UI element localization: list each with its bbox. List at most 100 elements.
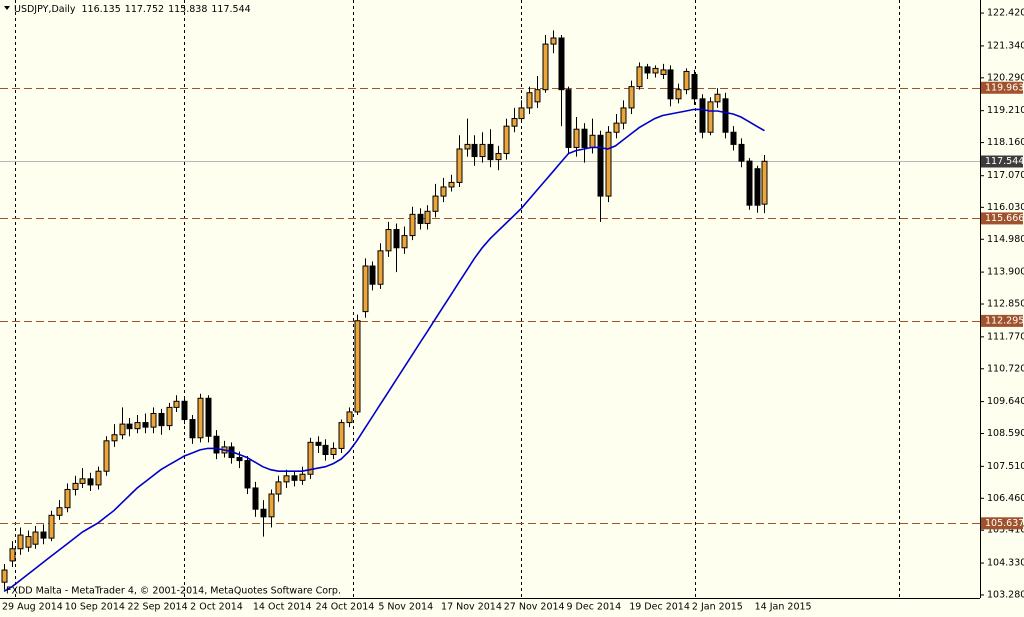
x-tick-label: 27 Nov 2014 [504, 602, 565, 613]
y-tick-label: 108.590 [987, 428, 1024, 439]
y-tick-label: 107.510 [987, 461, 1024, 472]
candle-body [362, 265, 369, 313]
candle-body [197, 397, 204, 439]
current-price-box [981, 155, 1023, 168]
candle-body [424, 210, 431, 224]
candle-body [9, 548, 16, 562]
moving-average [3, 108, 765, 592]
x-tick-label: 2 Jan 2015 [692, 602, 743, 613]
x-tick-label: 10 Sep 2014 [65, 602, 125, 613]
candle-body [417, 213, 424, 224]
candle-body [746, 160, 753, 206]
candle-body [40, 531, 47, 539]
level-label-box [981, 212, 1023, 225]
level-label-box [981, 517, 1023, 530]
candle-body [495, 153, 502, 161]
menu-icon[interactable] [4, 6, 10, 10]
y-tick-label: 103.280 [987, 589, 1024, 600]
candle-body [730, 131, 737, 145]
candle-body [166, 406, 173, 427]
candle-body [1, 569, 8, 583]
open-value: 116.135 [81, 4, 120, 15]
candle-body [213, 435, 220, 454]
candle-body [142, 422, 149, 428]
candle-body [636, 66, 643, 88]
candle-body [738, 143, 745, 162]
candle-body [252, 487, 259, 510]
y-tick-label: 117.070 [987, 170, 1024, 181]
candle-body [605, 131, 612, 197]
x-tick-label: 14 Oct 2014 [253, 602, 312, 613]
candle-body [244, 460, 251, 489]
low-value: 115.838 [168, 4, 207, 15]
candle-body [322, 444, 329, 456]
candle-body [354, 320, 361, 413]
candle-body [268, 493, 275, 518]
candle-body [511, 118, 518, 127]
candle-body [103, 440, 110, 472]
high-value: 117.752 [125, 4, 164, 15]
candle-body [72, 482, 79, 490]
y-tick-label: 121.340 [987, 40, 1024, 51]
candle-body [542, 43, 549, 91]
candle-body [440, 186, 447, 197]
candle-body [119, 423, 126, 436]
level-label: 119.963 [985, 82, 1024, 93]
candle-body [236, 457, 243, 462]
candle-body [581, 128, 588, 148]
candle-body [518, 107, 525, 120]
candle-body [393, 229, 400, 249]
candle-body [291, 475, 298, 481]
candle-body [683, 70, 690, 91]
level-label-box [981, 81, 1023, 94]
candle-body [644, 66, 651, 74]
candle-body [534, 89, 541, 103]
candle-body [660, 69, 667, 75]
candle-body [620, 107, 627, 124]
candle-body [346, 411, 353, 424]
candle-body [699, 98, 706, 133]
candle-body [573, 128, 580, 148]
candle-body [503, 125, 510, 155]
candle-body [173, 400, 180, 408]
x-tick-label: 24 Oct 2014 [316, 602, 375, 613]
candle-body [754, 168, 761, 206]
candle-body [448, 181, 455, 188]
candle-body [189, 419, 196, 439]
chart-header: USDJPY,Daily 116.135 117.752 115.838 117.544 [14, 4, 251, 15]
y-tick-label: 105.410 [987, 525, 1024, 536]
candle-body [48, 514, 55, 539]
candle-body [675, 89, 682, 100]
y-tick-label: 109.640 [987, 396, 1024, 407]
candle-body [56, 507, 63, 516]
x-tick-label: 5 Nov 2014 [378, 602, 433, 613]
candle-body [471, 143, 478, 158]
level-label: 105.637 [985, 518, 1024, 529]
candle-body [25, 536, 32, 548]
y-tick-label: 112.850 [987, 299, 1024, 310]
y-tick-label: 111.770 [987, 331, 1024, 342]
period-separators [15, 0, 900, 598]
candle-body [487, 143, 494, 161]
candle-body [707, 101, 714, 133]
level-label: 115.666 [985, 213, 1024, 224]
x-tick-label: 2 Oct 2014 [190, 602, 243, 613]
y-tick-label: 118.160 [987, 137, 1024, 148]
x-tick-label: 9 Dec 2014 [566, 602, 621, 613]
candle-body [432, 195, 439, 212]
y-tick-label: 120.290 [987, 72, 1024, 83]
candle-body [181, 400, 188, 421]
candle-body [565, 89, 572, 148]
candle-body [479, 143, 486, 158]
y-tick-label: 113.900 [987, 267, 1024, 278]
y-tick-label: 110.720 [987, 363, 1024, 374]
candle-body [613, 122, 620, 133]
level-label: 112.295 [985, 315, 1024, 326]
candle-body [628, 86, 635, 109]
y-tick-label: 119.210 [987, 105, 1024, 116]
current-price-label: 117.544 [985, 156, 1024, 167]
candle-body [526, 92, 533, 109]
candle-body [385, 229, 392, 252]
y-tick-label: 116.030 [987, 202, 1024, 213]
candle-body [338, 422, 345, 449]
